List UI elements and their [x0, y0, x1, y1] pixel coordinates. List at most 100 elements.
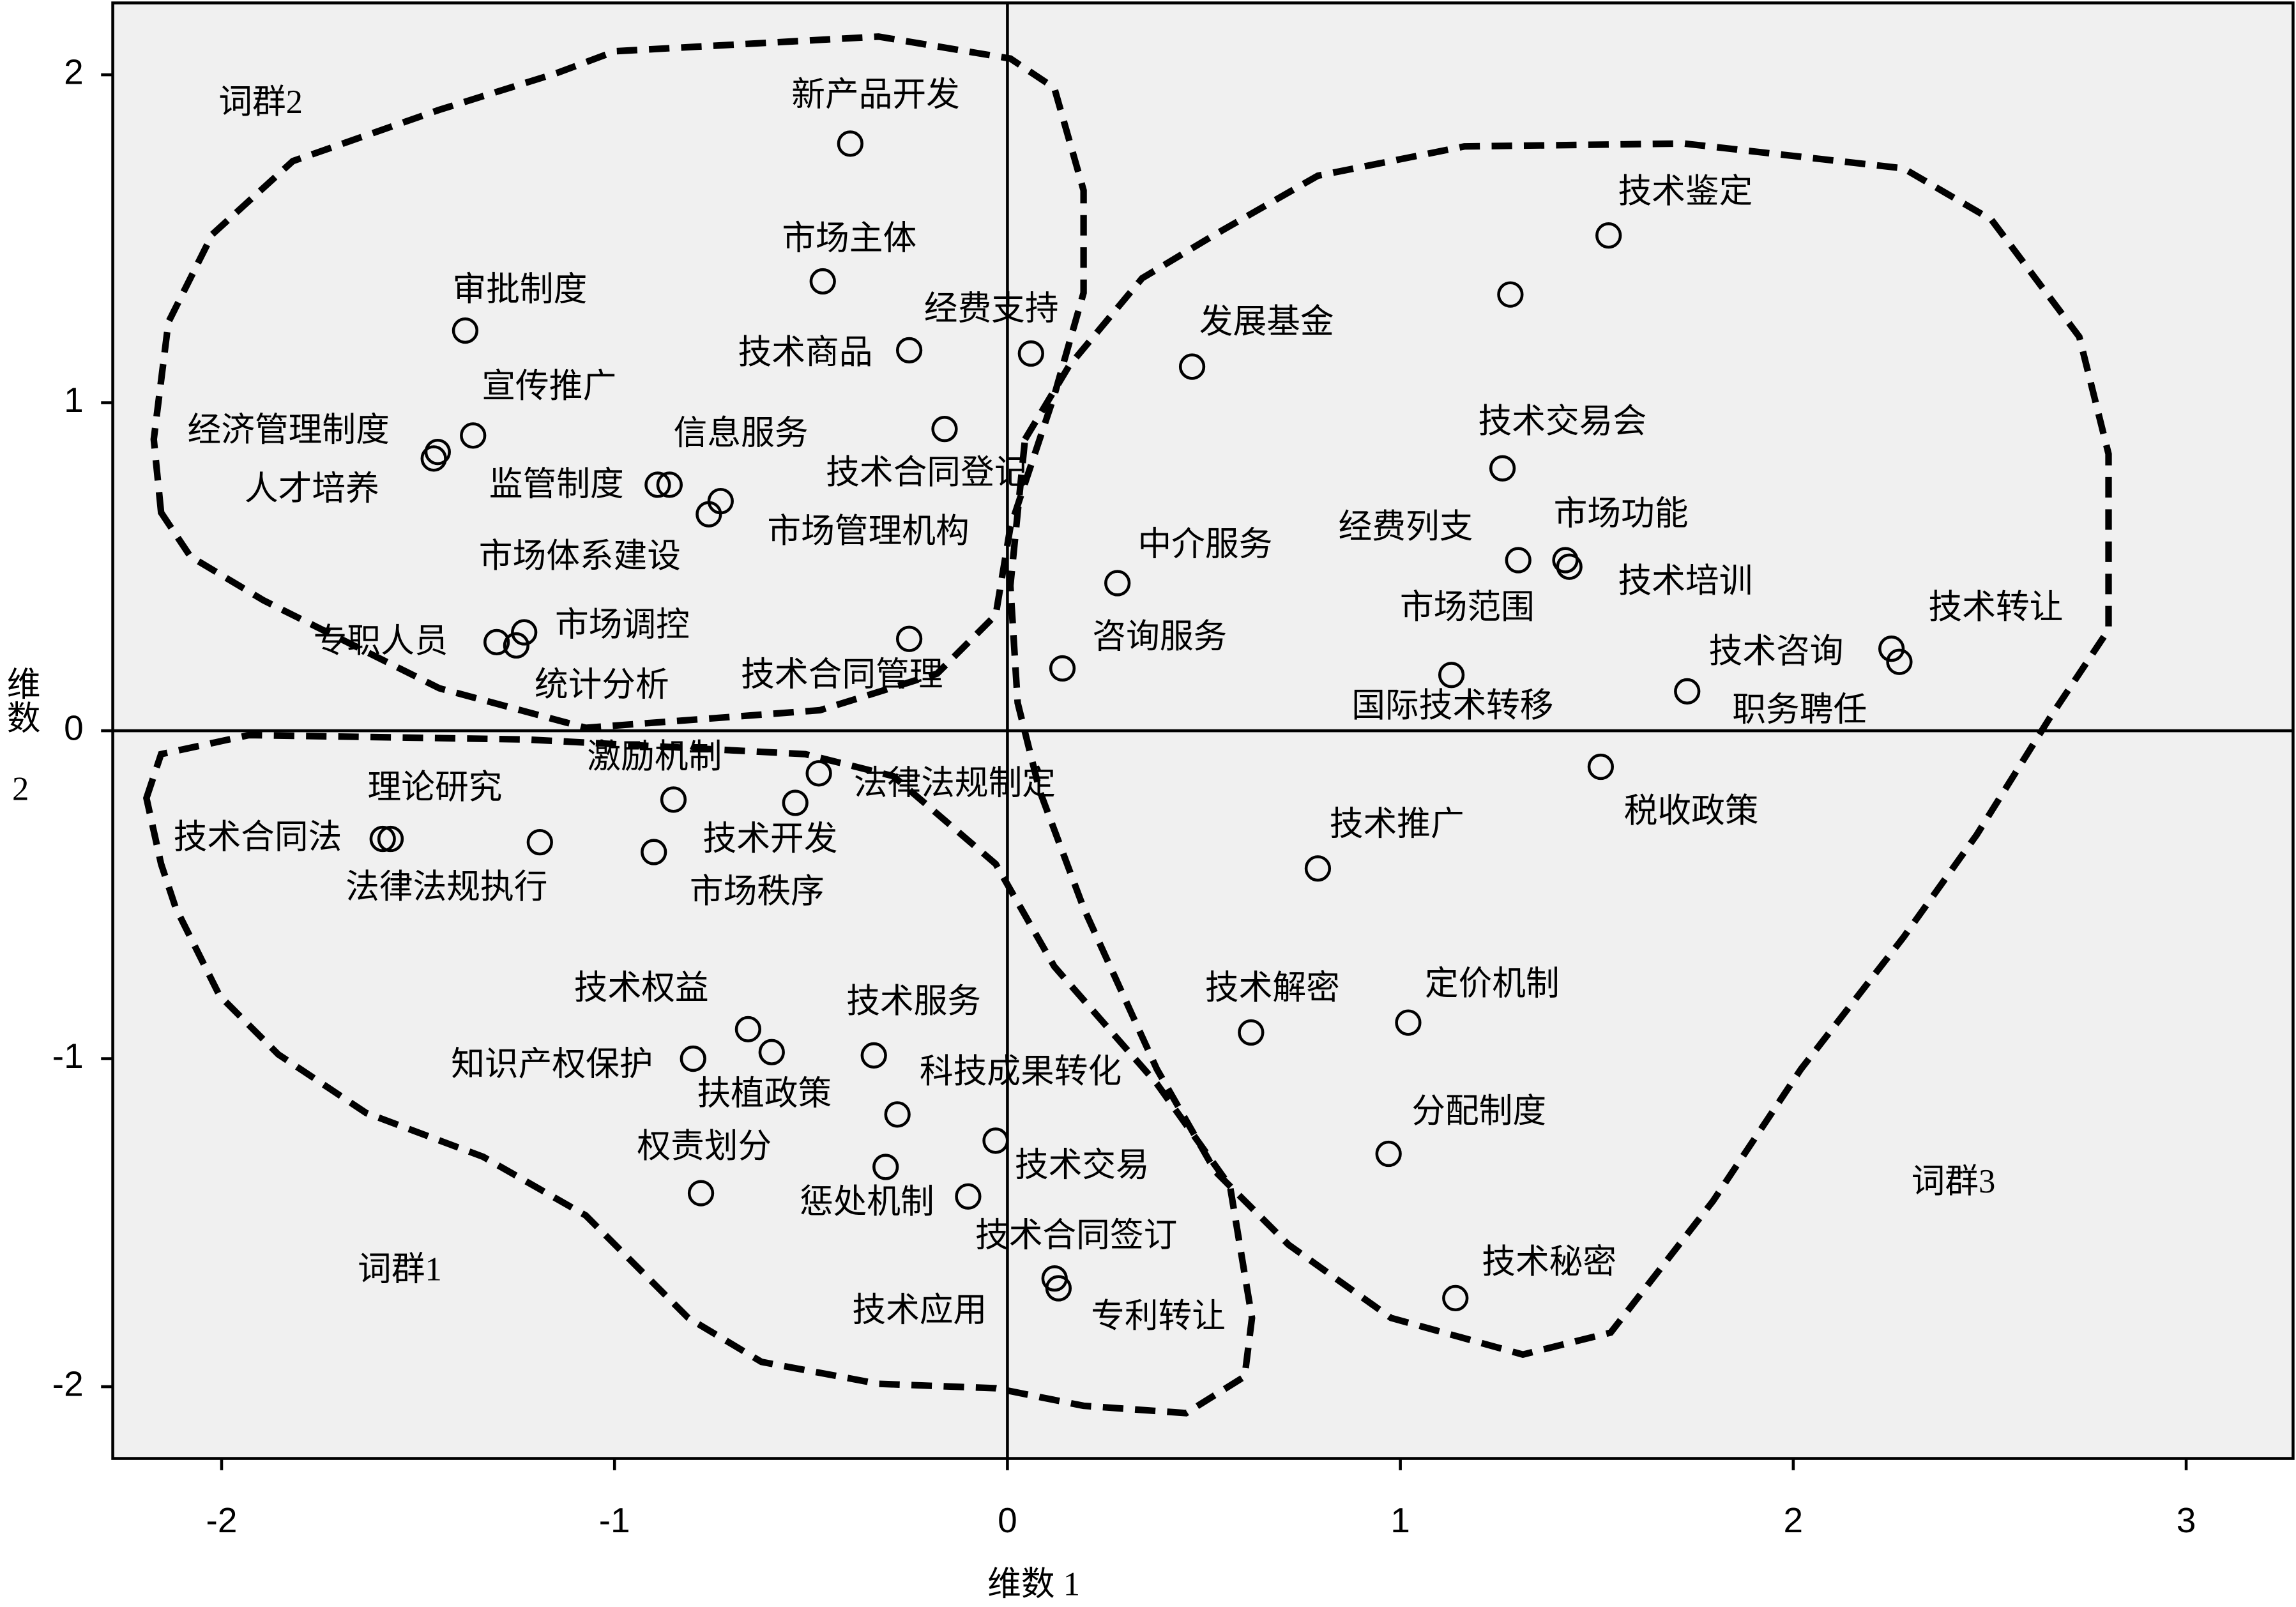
point-label: 法律法规执行	[346, 869, 547, 906]
point-label: 分配制度	[1411, 1093, 1546, 1130]
point-label: 经费支持	[924, 290, 1059, 327]
point	[982, 1127, 1009, 1154]
point	[872, 1154, 899, 1180]
point	[1395, 1009, 1422, 1036]
point-label: 法律法规制定	[854, 765, 1056, 802]
point-label: 技术秘密	[1482, 1244, 1616, 1281]
point	[369, 825, 396, 853]
x-tick-label: -1	[599, 1500, 630, 1540]
point	[1238, 1019, 1265, 1046]
point-label: 技术权益	[574, 970, 709, 1007]
x-tick-label: 2	[1784, 1500, 1804, 1540]
point-label: 市场范围	[1400, 589, 1535, 626]
point-label: 技术应用	[852, 1292, 987, 1329]
point	[483, 628, 510, 656]
point-label: 市场功能	[1554, 495, 1689, 532]
point	[511, 619, 538, 646]
point	[424, 438, 451, 466]
point-label: 技术商品	[738, 334, 873, 371]
point-label: 技术咨询	[1709, 633, 1844, 670]
point	[1886, 648, 1913, 675]
x-tick-label: 0	[998, 1500, 1017, 1540]
point	[660, 786, 687, 813]
y-axis-label: 维数 2	[2, 666, 39, 807]
point-label: 市场主体	[782, 220, 916, 257]
point	[758, 1039, 785, 1065]
point	[526, 829, 553, 856]
point	[1178, 353, 1206, 380]
point	[1489, 455, 1516, 482]
point	[1552, 547, 1579, 574]
point	[420, 445, 447, 472]
point-label: 国际技术转移	[1351, 687, 1553, 724]
point	[644, 471, 671, 498]
point-label: 权责划分	[637, 1128, 772, 1165]
point-label: 技术服务	[846, 983, 981, 1020]
point-label: 市场秩序	[690, 873, 825, 910]
point-label: 技术开发	[703, 820, 838, 857]
point-label: 新产品开发	[791, 77, 960, 114]
point	[641, 839, 667, 865]
point-label: 税收政策	[1624, 793, 1759, 830]
point	[1505, 547, 1532, 574]
y-tick-label: 0	[64, 708, 84, 748]
annotation: 词群1	[358, 1251, 442, 1288]
point-label: 市场体系建设	[479, 538, 681, 575]
point-label: 技术合同签订	[975, 1217, 1177, 1254]
point	[1438, 662, 1465, 689]
point-label: 监管制度	[489, 466, 624, 503]
y-tick-label: -1	[52, 1036, 84, 1076]
annotation: 词群3	[1912, 1163, 1996, 1200]
cluster-outline	[1007, 140, 2112, 1359]
point-label: 惩处机制	[800, 1184, 934, 1221]
point-label: 中介服务	[1137, 526, 1272, 563]
y-tick-label: 1	[64, 380, 84, 420]
point-label: 专职人员	[314, 623, 448, 660]
annotation: 词群2	[218, 84, 303, 121]
point	[895, 337, 923, 364]
point	[656, 471, 683, 498]
x-tick-label: 3	[2177, 1500, 2196, 1540]
point	[1304, 855, 1332, 882]
point	[895, 625, 923, 652]
point	[377, 825, 404, 853]
point	[860, 1042, 887, 1069]
point	[696, 501, 722, 528]
point-label: 技术鉴定	[1618, 173, 1752, 210]
point	[1017, 340, 1044, 367]
point-label: 经济管理制度	[188, 412, 390, 449]
point-label: 定价机制	[1425, 965, 1560, 1002]
point-label: 信息服务	[674, 415, 809, 452]
point	[734, 1016, 762, 1042]
point-label: 职务聘任	[1732, 692, 1867, 729]
point	[805, 760, 832, 787]
point-label: 经费列支	[1339, 508, 1473, 545]
point-label: 理论研究	[368, 769, 503, 806]
x-tick-label: -2	[206, 1500, 238, 1540]
point-label: 技术合同登记	[826, 454, 1028, 491]
point	[1375, 1140, 1402, 1168]
point	[1045, 1275, 1072, 1302]
point-label: 激励机制	[587, 738, 722, 775]
point-label: 发展基金	[1199, 303, 1334, 340]
point-label: 扶植政策	[697, 1075, 832, 1112]
point	[1049, 655, 1076, 682]
point-label: 咨询服务	[1092, 618, 1227, 655]
point-label: 人才培养	[245, 470, 379, 507]
point	[782, 789, 809, 816]
point	[1442, 1284, 1469, 1312]
point	[884, 1101, 911, 1128]
point	[687, 1180, 715, 1207]
point	[1556, 553, 1583, 580]
y-tick-label: -2	[52, 1364, 84, 1404]
y-tick-label: 2	[64, 52, 84, 92]
point-label: 宣传推广	[482, 368, 616, 405]
point-label: 技术合同管理	[741, 657, 943, 694]
point-label: 科技成果转化	[920, 1053, 1121, 1090]
point	[931, 415, 958, 443]
point	[1595, 222, 1622, 249]
point-label: 技术合同法	[174, 819, 342, 856]
point	[809, 268, 836, 295]
point	[680, 1045, 706, 1072]
